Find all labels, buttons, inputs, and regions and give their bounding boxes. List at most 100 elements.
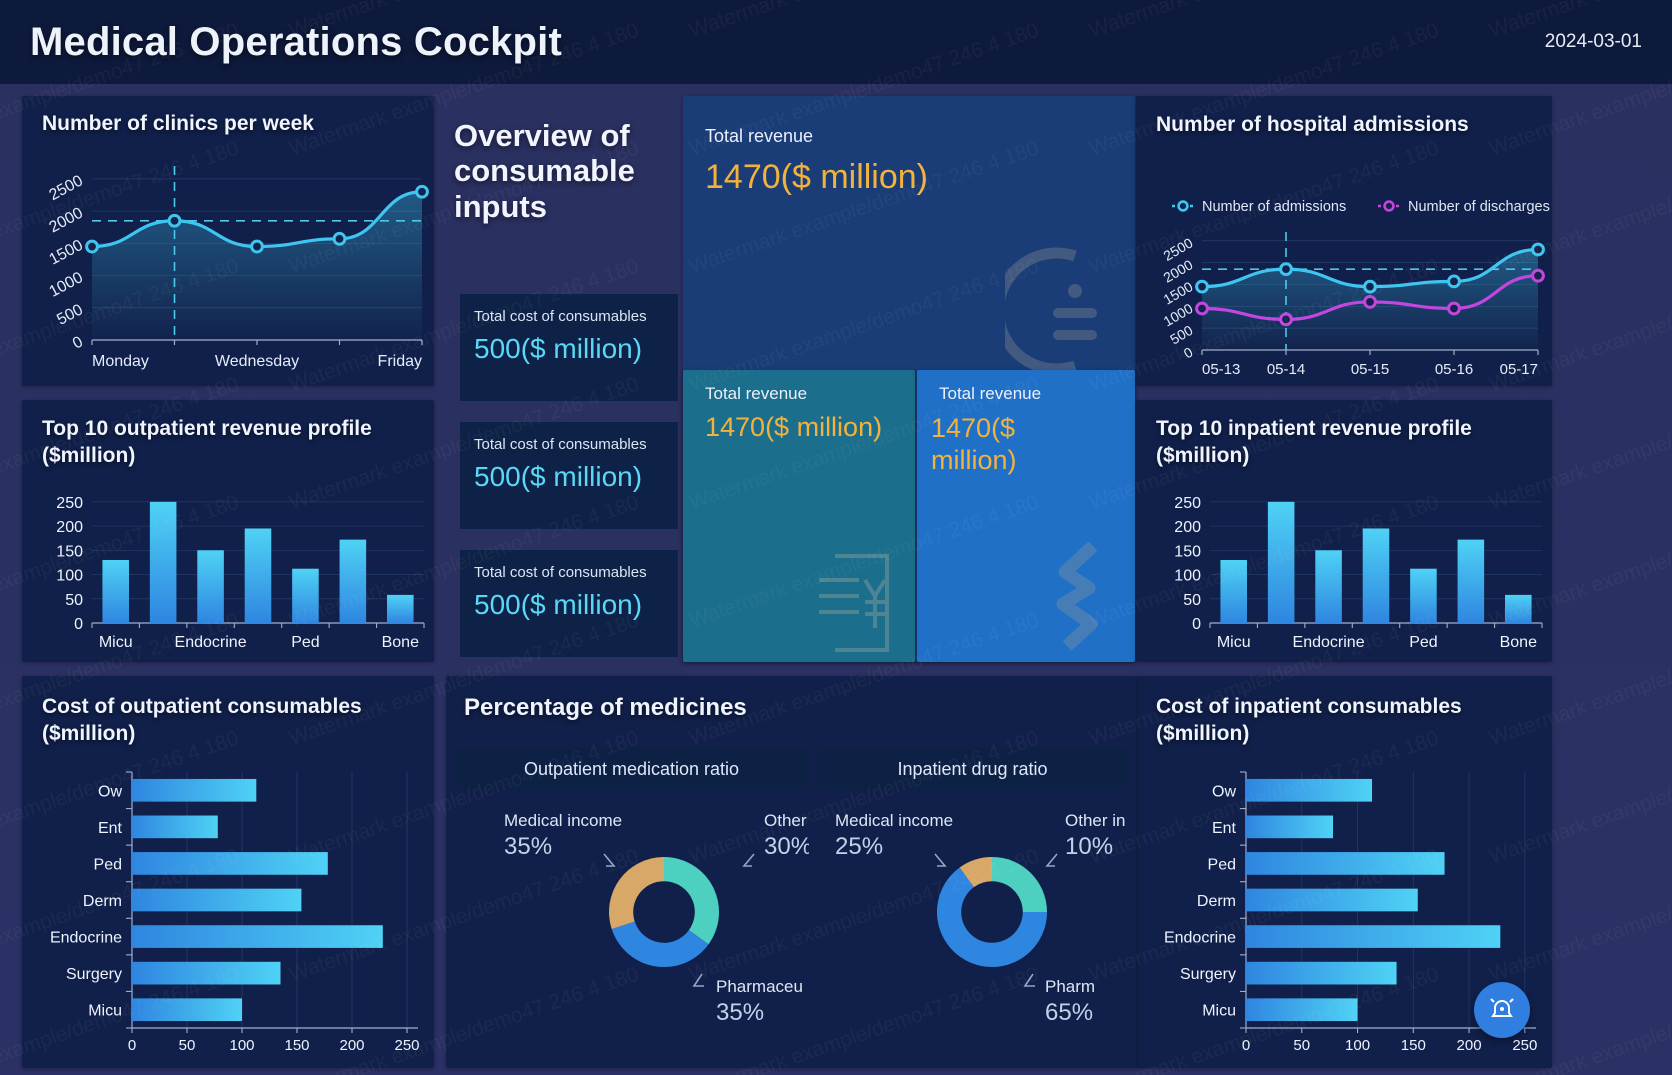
subtitle-outpatient-medication-ratio: Outpatient medication ratio — [454, 748, 809, 790]
total-revenue-label: Total revenue — [705, 384, 808, 403]
svg-text:Surgery: Surgery — [1180, 966, 1236, 983]
svg-text:50: 50 — [1293, 1037, 1310, 1054]
header-date: 2024-03-01 — [1544, 31, 1642, 52]
yen-receipt-icon — [819, 554, 889, 652]
panel-clinics-per-week: Number of clinics per week 2500 2000 1500 1… — [22, 96, 434, 386]
svg-text:50: 50 — [1183, 592, 1201, 609]
panel-hospital-admissions: Number of hospital admissions 2500 2000 15… — [1136, 96, 1552, 386]
svg-text:05-14: 05-14 — [1267, 361, 1305, 378]
svg-text:Ped: Ped — [94, 856, 122, 873]
svg-text:2500: 2500 — [1161, 234, 1196, 264]
inpatient-revenue-title: Top 10 inpatient revenue profile ($milli… — [1156, 417, 1472, 467]
total-revenue-value: 1470($ million) — [705, 158, 928, 196]
svg-text:Micu: Micu — [88, 1003, 122, 1020]
svg-text:0: 0 — [128, 1037, 136, 1054]
panel-outpatient-revenue: Top 10 outpatient revenue profile ($mill… — [22, 400, 434, 662]
inpatient-drug-donut[interactable]: Medical income 25% Pharm 65% Other in 10% — [817, 802, 1128, 1042]
kpi-consumable-cost-1[interactable]: Total cost of consumables 500($ million) — [460, 294, 678, 401]
panel-outpatient-cost: Cost of outpatient consumables ($million… — [22, 676, 434, 1068]
overview-title: Overview of consumable inputs — [454, 118, 635, 224]
ribbon-icon — [1056, 542, 1098, 651]
total-revenue-value: 1470($ million) — [705, 412, 883, 442]
svg-text:150: 150 — [284, 1037, 309, 1054]
svg-text:Friday: Friday — [378, 353, 422, 370]
svg-text:250: 250 — [56, 495, 83, 512]
svg-text:500: 500 — [54, 301, 86, 329]
svg-text:Ped: Ped — [291, 634, 319, 651]
svg-text:35%: 35% — [504, 833, 552, 860]
svg-text:Ent: Ent — [98, 820, 123, 837]
svg-text:65%: 65% — [1045, 999, 1093, 1026]
panel-inpatient-cost: Cost of inpatient consumables ($million)… — [1136, 676, 1552, 1068]
svg-text:150: 150 — [1174, 543, 1201, 560]
svg-text:05-13: 05-13 — [1202, 361, 1240, 378]
svg-text:50: 50 — [179, 1037, 196, 1054]
svg-text:Ped: Ped — [1208, 856, 1236, 873]
svg-text:200: 200 — [56, 519, 83, 536]
outpatient-medication-donut[interactable]: Medical income 35% Pharmaceu 35% Other 30% — [454, 802, 809, 1042]
alarm-bell-icon — [1490, 998, 1514, 1017]
kpi-consumable-cost-2[interactable]: Total cost of consumables 500($ million) — [460, 422, 678, 529]
svg-text:Other in: Other in — [1065, 811, 1125, 830]
panel-total-revenue-blue[interactable]: Total revenue 1470($ million) — [917, 370, 1135, 662]
svg-text:2500: 2500 — [46, 172, 85, 204]
svg-text:250: 250 — [1174, 495, 1201, 512]
kpi-consumable-cost-3[interactable]: Total cost of consumables 500($ million) — [460, 550, 678, 657]
inpatient-revenue-bar-chart: 0 50 100 150 200 250 Micu Endocrine Ped Bone — [1174, 495, 1543, 651]
svg-text:Number of discharges: Number of discharges — [1408, 199, 1550, 215]
outpatient-revenue-bar-chart: 0 50 100 150 200 250 Micu Endocrine Ped Bone — [56, 495, 425, 651]
svg-text:250: 250 — [394, 1037, 419, 1054]
panel-percentage-of-medicines: Percentage of medicines Outpatient medic… — [446, 676, 1136, 1068]
outpatient-cost-title: Cost of outpatient consumables ($million… — [42, 695, 362, 745]
svg-text:1500: 1500 — [46, 237, 85, 269]
svg-text:30%: 30% — [764, 833, 809, 860]
alarm-button[interactable] — [1474, 982, 1530, 1038]
svg-text:Ped: Ped — [1409, 634, 1437, 651]
svg-text:05-15: 05-15 — [1351, 361, 1389, 378]
smiley-badge-icon — [1005, 247, 1097, 375]
svg-text:Endocrine: Endocrine — [1293, 634, 1365, 651]
svg-text:Medical income: Medical income — [504, 811, 622, 830]
svg-text:150: 150 — [1401, 1037, 1426, 1054]
outpatient-revenue-title: Top 10 outpatient revenue profile ($mill… — [42, 417, 372, 467]
svg-text:2000: 2000 — [46, 205, 85, 237]
svg-text:100: 100 — [1345, 1037, 1370, 1054]
svg-text:200: 200 — [1457, 1037, 1482, 1054]
svg-text:Ow: Ow — [98, 783, 122, 800]
svg-text:100: 100 — [229, 1037, 254, 1054]
clinics-chart-title: Number of clinics per week — [42, 112, 314, 135]
page-title: Medical Operations Cockpit — [30, 19, 562, 64]
svg-text:Derm: Derm — [1197, 893, 1236, 910]
svg-text:Endocrine: Endocrine — [50, 930, 122, 947]
kpi-value: 500($ million) — [474, 333, 643, 364]
svg-text:05-16: 05-16 — [1435, 361, 1473, 378]
panel-total-revenue-teal[interactable]: Total revenue 1470($ million) — [683, 370, 915, 662]
svg-text:Micu: Micu — [1202, 1003, 1236, 1020]
svg-text:05-17: 05-17 — [1500, 361, 1538, 378]
svg-text:Surgery: Surgery — [66, 966, 122, 983]
svg-text:10%: 10% — [1065, 833, 1113, 860]
svg-text:100: 100 — [1174, 568, 1201, 585]
svg-text:0: 0 — [1192, 616, 1201, 633]
svg-text:200: 200 — [1174, 519, 1201, 536]
svg-text:Micu: Micu — [1217, 634, 1251, 651]
total-revenue-label: Total revenue — [939, 384, 1042, 403]
svg-text:Wednesday: Wednesday — [215, 353, 299, 370]
inpatient-cost-title: Cost of inpatient consumables ($million) — [1156, 695, 1462, 745]
kpi-value: 500($ million) — [474, 589, 643, 620]
total-revenue-value: 1470($ million) — [931, 413, 1017, 476]
kpi-label: Total cost of consumables — [474, 436, 647, 453]
kpi-label: Total cost of consumables — [474, 308, 647, 325]
inpatient-cost-hbar-chart: Ow Ent Ped Derm Endocrine Surgery Micu 0 50 100 15… — [1164, 771, 1537, 1054]
admissions-title: Number of hospital admissions — [1156, 113, 1469, 136]
svg-text:100: 100 — [56, 568, 83, 585]
svg-text:Ent: Ent — [1212, 820, 1237, 837]
svg-text:Bone: Bone — [1500, 634, 1537, 651]
svg-text:0: 0 — [74, 616, 83, 633]
svg-text:1000: 1000 — [46, 269, 85, 301]
svg-text:50: 50 — [65, 592, 83, 609]
svg-text:Derm: Derm — [83, 893, 122, 910]
subtitle-inpatient-drug-ratio: Inpatient drug ratio — [817, 748, 1128, 790]
